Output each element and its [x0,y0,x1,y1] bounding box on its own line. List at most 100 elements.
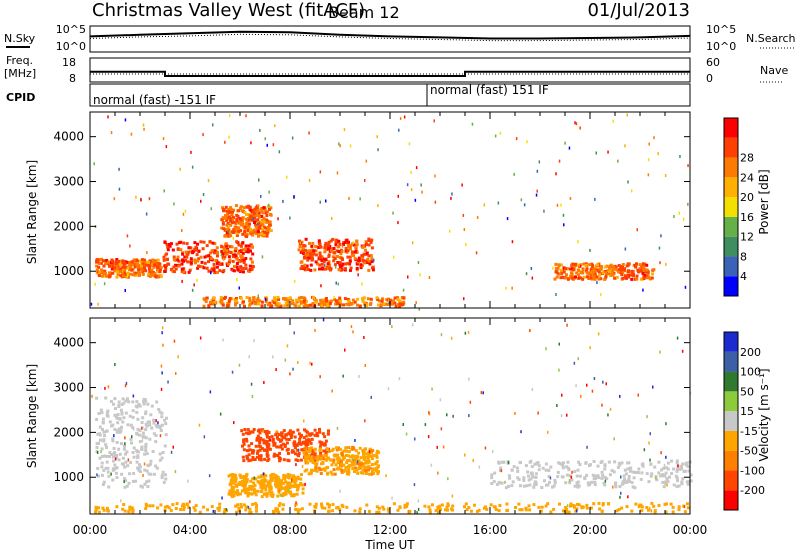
echo-cell [185,255,189,259]
cpid-strip: CPID normal (fast) -151 IF normal (fast)… [6,83,691,107]
echo-cell [612,265,616,269]
echo-cell [154,434,158,437]
echo-cell [446,502,450,506]
echo-cell [239,255,243,259]
echo-cell [220,296,224,300]
echo-cell [482,506,486,510]
echo-cell [266,228,269,232]
echo-cell [267,227,271,231]
echo-cell [584,461,588,465]
noise-speckle [577,240,579,244]
echo-cell [558,272,562,276]
noise-speckle [658,246,661,250]
echo-cell [664,466,668,470]
cpid-frame [89,83,691,107]
echo-cell [146,402,150,406]
echo-cell [297,299,301,303]
echo-cell [102,468,106,472]
echo-cell [532,503,536,507]
echo-cell [614,482,618,486]
echo-cell [105,506,109,510]
echo-cell [119,259,123,263]
echo-cell [246,213,250,217]
echo-cell [363,261,367,265]
echo-cell [234,504,238,508]
echo-cell [154,440,158,444]
echo-cell [189,257,193,261]
echo-cell [273,452,277,456]
echo-cell [247,459,251,463]
echo-cell [600,509,604,513]
echo-cell [573,484,577,488]
echo-cell [250,301,254,305]
echo-cell [230,245,234,249]
echo-cell [225,218,229,222]
echo-cell [614,485,618,489]
noise-speckle [660,451,662,455]
echo-cell [253,221,256,224]
echo-cell [147,261,151,264]
echo-cell [144,436,148,440]
noise-speckle [513,172,515,176]
echo-cell [225,249,229,252]
echo-cell [112,447,116,450]
echo-cell [158,452,162,456]
echo-cell [323,435,327,439]
echo-cell [218,502,222,506]
echo-cell [579,276,583,280]
echo-cell [239,229,243,233]
noise-speckle [617,159,619,163]
echo-cell [342,241,346,245]
echo-cell [687,469,691,473]
echo-cell [110,258,114,262]
echo-cell [244,225,248,229]
echo-cell [160,456,164,460]
echo-cell [364,469,368,473]
echo-cell [148,504,152,508]
echo-cell [592,477,596,481]
echo-cell [194,504,198,508]
echo-cell [140,258,144,262]
echo-cell [350,463,354,467]
echo-cell [524,464,528,468]
noise-speckle [127,273,129,277]
echo-cell [268,489,272,493]
echo-cell [100,447,104,451]
echo-cell [675,485,679,489]
echo-cell [250,260,254,264]
noise-speckle [440,427,443,431]
echo-cell [105,259,109,262]
echo-cell [260,209,264,213]
echo-cell [680,467,684,471]
noise-speckle [319,170,322,174]
echo-cell [253,207,257,211]
echo-cell [202,505,206,509]
echo-cell [234,483,238,487]
echo-cell [276,494,280,498]
echo-cell [497,509,501,513]
echo-cell [276,445,280,449]
echo-cell [118,452,122,456]
echo-cell [229,251,233,254]
x-axis-title: Time UT [364,538,415,552]
echo-cell [361,299,365,303]
echo-cell [347,303,351,307]
echo-cell [200,260,204,264]
echo-cell [396,296,400,299]
echo-cell [570,478,574,482]
echo-cell [254,444,258,448]
noise-speckle [665,262,667,266]
echo-cell [349,268,352,272]
echo-cell [160,475,164,479]
noise-speckle [251,395,254,398]
echo-cell [564,506,568,509]
echo-cell [544,462,548,466]
noise-speckle [224,140,226,144]
echo-cell [168,244,172,248]
echo-cell [182,508,186,512]
echo-cell [465,508,469,511]
echo-cell [232,220,236,224]
echo-cell [340,250,344,254]
echo-cell [206,508,209,512]
echo-cell [632,476,636,480]
